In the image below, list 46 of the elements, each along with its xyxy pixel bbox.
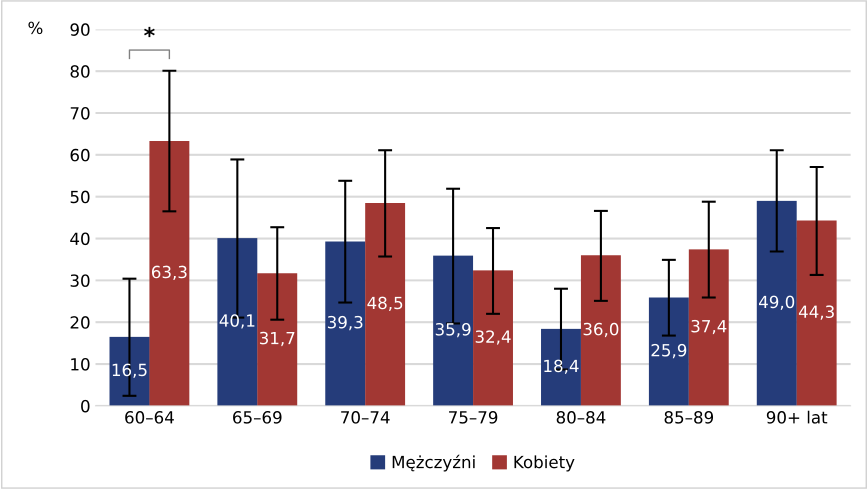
data-label: 63,3 xyxy=(152,266,187,280)
x-tick-label: 60–64 xyxy=(125,411,174,424)
y-tick-label: 80 xyxy=(70,65,90,78)
data-label: 39,3 xyxy=(328,316,362,330)
annotation: * xyxy=(144,26,155,38)
y-tick-label: 50 xyxy=(70,190,90,204)
y-tick-label: 10 xyxy=(71,358,90,371)
x-tick-label: 85–89 xyxy=(664,411,714,424)
bar xyxy=(648,298,689,406)
data-label: 40,1 xyxy=(220,314,254,329)
data-label: 36,0 xyxy=(584,322,618,338)
data-label: 48,5 xyxy=(367,296,402,311)
data-label: 25,9 xyxy=(652,344,686,358)
x-tick-label: 75–79 xyxy=(449,411,498,424)
y-tick-label: 40 xyxy=(70,232,90,246)
data-label: 32,4 xyxy=(476,330,511,345)
bar xyxy=(325,241,366,406)
y-tick-label: 30 xyxy=(70,274,90,287)
bar xyxy=(796,220,837,406)
y-axis-title: % xyxy=(28,22,42,34)
data-label: 44,3 xyxy=(798,305,834,320)
x-tick-label: 70–74 xyxy=(341,411,390,424)
bar xyxy=(688,249,729,406)
bar xyxy=(149,141,190,406)
bar xyxy=(580,255,621,406)
bar xyxy=(541,328,581,406)
data-label: 37,4 xyxy=(691,320,726,334)
legend-label: Kobiety xyxy=(514,455,575,472)
bar xyxy=(365,202,406,406)
data-label: 31,7 xyxy=(260,332,294,346)
bar xyxy=(433,256,474,406)
legend-label: Mężczyźni xyxy=(392,454,475,472)
data-label: 49,0 xyxy=(759,296,794,310)
data-label: 35,9 xyxy=(436,323,470,338)
y-tick-label: 20 xyxy=(70,316,90,329)
y-tick-label: 70 xyxy=(70,106,90,120)
bar xyxy=(473,270,513,406)
x-tick-label: 80–84 xyxy=(556,411,606,424)
bar xyxy=(217,238,258,406)
bar xyxy=(756,200,797,406)
x-tick-label: 65–69 xyxy=(233,411,282,424)
x-tick-label: 90+ lat xyxy=(766,410,828,424)
bar xyxy=(257,273,298,406)
y-tick-label: 90 xyxy=(70,23,90,36)
y-tick-label: 0 xyxy=(81,400,90,412)
y-tick-label: 60 xyxy=(70,148,90,162)
